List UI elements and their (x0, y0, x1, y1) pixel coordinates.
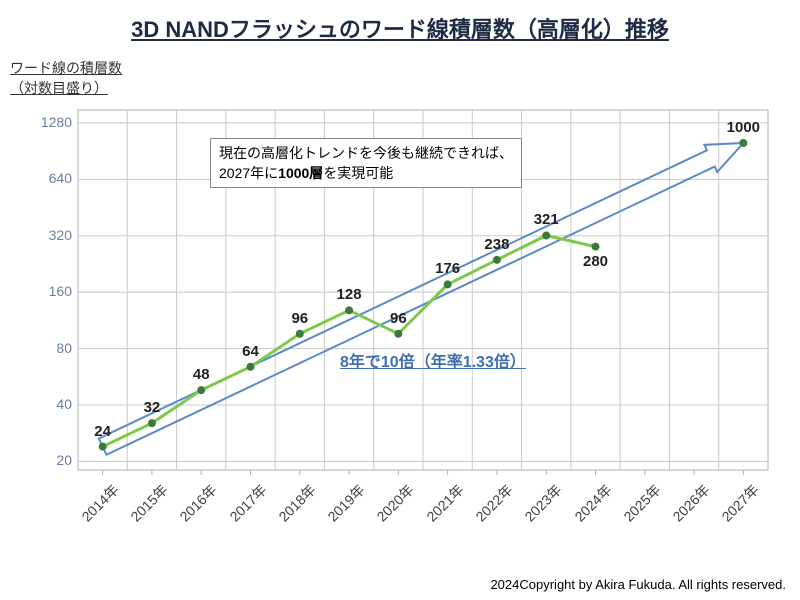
annotation-line2-bold: 1000層 (278, 165, 323, 181)
y-tick: 640 (22, 170, 72, 186)
data-label: 280 (571, 253, 621, 270)
data-label: 96 (373, 310, 423, 327)
y-tick: 1280 (22, 114, 72, 130)
y-tick: 320 (22, 227, 72, 243)
data-label: 321 (521, 211, 571, 228)
annotation-line1: 現在の高層化トレンドを今後も継続できれば、 (219, 143, 513, 163)
annotation-line2-post: を実現可能 (323, 165, 393, 181)
data-label: 24 (78, 423, 128, 440)
data-label: 48 (176, 366, 226, 383)
y-tick: 80 (22, 340, 72, 356)
annotation-line2-pre: 2027年に (219, 165, 278, 181)
annotation-line2: 2027年に1000層を実現可能 (219, 163, 513, 183)
data-label: 32 (127, 399, 177, 416)
y-tick: 20 (22, 452, 72, 468)
data-label: 64 (226, 343, 276, 360)
data-label: 96 (275, 310, 325, 327)
y-tick: 160 (22, 283, 72, 299)
data-label: 1000 (718, 119, 768, 136)
data-label: 238 (472, 236, 522, 253)
y-tick: 40 (22, 396, 72, 412)
data-label: 176 (423, 260, 473, 277)
data-label: 128 (324, 286, 374, 303)
trend-rate-label: 8年で10倍（年率1.33倍） (340, 348, 526, 372)
annotation-textbox: 現在の高層化トレンドを今後も継続できれば、 2027年に1000層を実現可能 (210, 138, 522, 188)
copyright-text: 2024Copyright by Akira Fukuda. All right… (490, 577, 786, 592)
